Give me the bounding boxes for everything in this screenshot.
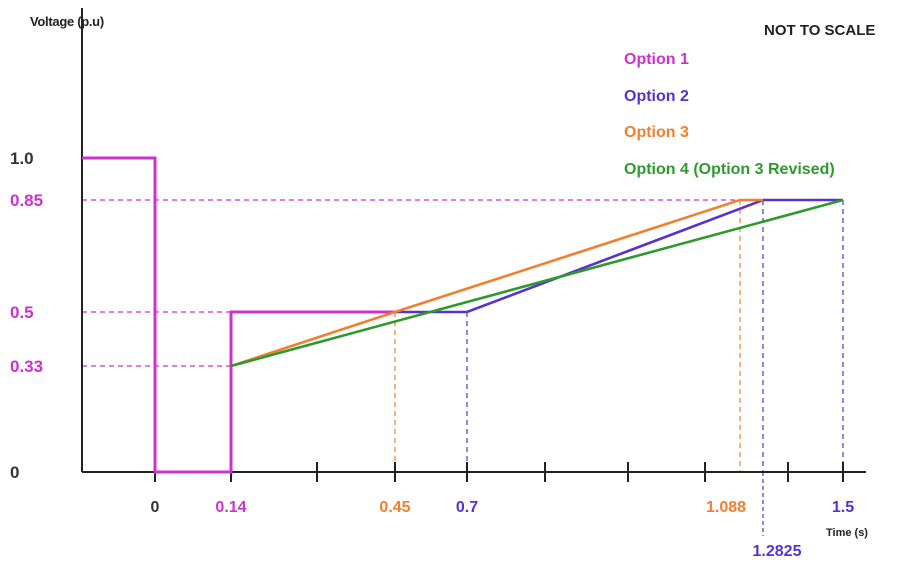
- x-tick-label: 0: [151, 499, 160, 516]
- axes: [81, 8, 866, 473]
- y-tick-label: 0: [10, 463, 19, 482]
- legend-option-3: Option 3: [624, 124, 689, 141]
- series-line-2: [395, 198, 843, 314]
- y-tick-label: 0.33: [10, 357, 43, 376]
- y-axis-label: Voltage (p.u): [30, 14, 104, 29]
- x-tick-labels: 0 0.14 0.45 0.7 1.088 1.2825 1.5: [151, 499, 855, 560]
- minor-ticks: [154, 462, 844, 482]
- y-tick-label: 0.5: [10, 303, 34, 322]
- x-tick-label: 0.14: [215, 499, 246, 516]
- y-tick-label: 0.85: [10, 191, 43, 210]
- y-tick-label: 1.0: [10, 149, 34, 168]
- x-tick-label: 1.088: [706, 499, 746, 516]
- series-line-1: [82, 156, 395, 474]
- x-tick-label: 0.7: [456, 499, 478, 516]
- guide-lines: [82, 199, 844, 536]
- y-tick-labels: 0 0.33 0.5 0.85 1.0: [10, 149, 43, 482]
- chart-note: NOT TO SCALE: [764, 22, 876, 39]
- legend-option-1: Option 1: [624, 51, 689, 68]
- series-lines: [82, 156, 844, 474]
- legend-option-2: Option 2: [624, 88, 689, 105]
- series-line-4: [230, 198, 844, 368]
- legend-option-4: Option 4 (Option 3 Revised): [624, 161, 835, 178]
- x-tick-label: 1.5: [832, 499, 854, 516]
- x-axis-label: Time (s): [826, 527, 868, 539]
- series-line-3: [230, 198, 763, 368]
- x-tick-label: 1.2825: [753, 543, 802, 560]
- x-tick-label: 0.45: [379, 499, 410, 516]
